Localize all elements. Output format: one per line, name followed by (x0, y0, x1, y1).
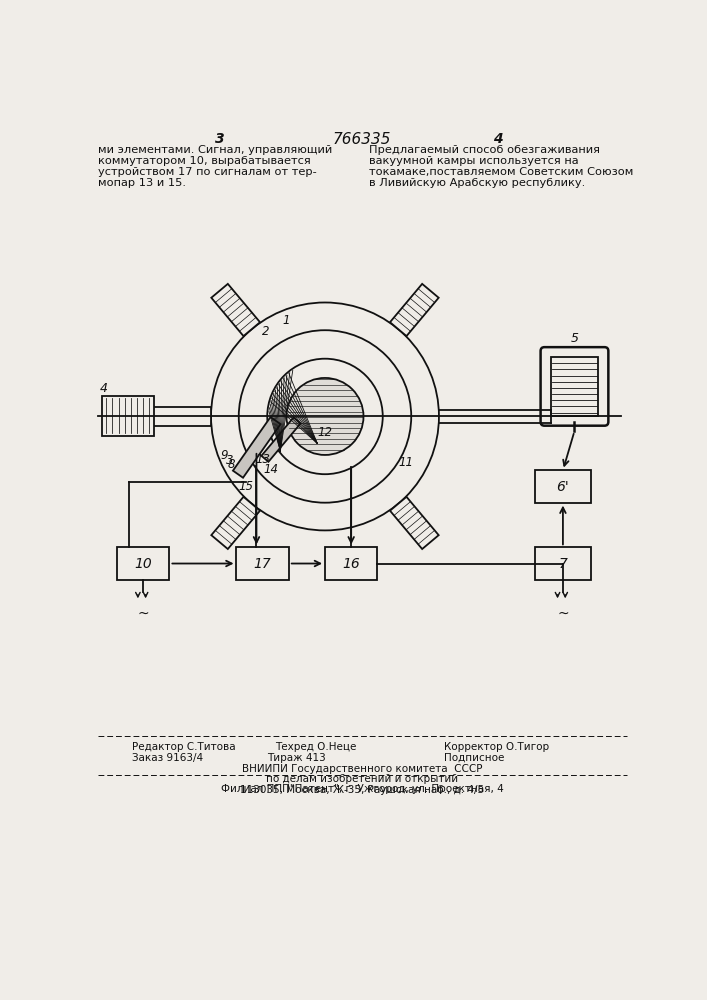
Text: 15: 15 (238, 480, 253, 493)
Text: 17: 17 (254, 557, 271, 571)
Polygon shape (233, 417, 281, 478)
Text: Редактор С.Титова: Редактор С.Титова (132, 742, 236, 752)
Bar (236, 547, 288, 580)
Text: 5: 5 (571, 332, 578, 345)
Text: вакуумной камры используется на: вакуумной камры используется на (369, 156, 578, 166)
Text: 7: 7 (559, 557, 567, 571)
Text: 12: 12 (317, 426, 332, 439)
Bar (117, 547, 170, 580)
Circle shape (286, 378, 363, 455)
Text: 14: 14 (264, 463, 279, 476)
Text: ~: ~ (557, 607, 568, 621)
Text: 1: 1 (283, 314, 290, 327)
Bar (535, 547, 590, 580)
Text: 113035, Москва, Ж-35, Раушская наб., д. 4/5: 113035, Москва, Ж-35, Раушская наб., д. … (240, 785, 484, 795)
Text: 9: 9 (221, 449, 228, 462)
Text: 4: 4 (493, 132, 503, 146)
Text: Подписное: Подписное (444, 753, 505, 763)
Text: 11: 11 (398, 456, 413, 470)
Text: 3: 3 (215, 132, 224, 146)
Text: ми элементами. Сигнал, управляющий: ми элементами. Сигнал, управляющий (98, 145, 332, 155)
FancyBboxPatch shape (541, 347, 608, 426)
Text: Заказ 9163/4: Заказ 9163/4 (132, 753, 204, 763)
Text: 3: 3 (226, 454, 234, 467)
Bar (551, 357, 598, 416)
Polygon shape (262, 417, 300, 462)
Text: 13: 13 (256, 453, 271, 466)
Text: Филиал ППП"Патент", г. Ужгород, ул. Проектная, 4: Филиал ППП"Патент", г. Ужгород, ул. Прое… (221, 784, 503, 794)
Text: по делам изобретений и открытий: по делам изобретений и открытий (266, 774, 458, 784)
Polygon shape (153, 407, 211, 426)
Bar (325, 547, 378, 580)
Text: 2: 2 (262, 325, 269, 338)
Text: ~: ~ (137, 607, 149, 621)
Text: в Ливийскую Арабскую республику.: в Ливийскую Арабскую республику. (369, 178, 585, 188)
Text: Тираж 413: Тираж 413 (267, 753, 326, 763)
Text: Техред О.Неце: Техред О.Неце (275, 742, 356, 752)
Polygon shape (390, 497, 438, 549)
Polygon shape (211, 284, 260, 336)
Bar (535, 470, 590, 503)
Text: мопар 13 и 15.: мопар 13 и 15. (98, 178, 186, 188)
Polygon shape (211, 497, 260, 549)
Text: коммутатором 10, вырабатывается: коммутатором 10, вырабатывается (98, 156, 310, 166)
Text: 766335: 766335 (333, 132, 391, 147)
Text: 4: 4 (100, 382, 107, 395)
Bar (102, 396, 154, 436)
Text: 8: 8 (228, 458, 235, 471)
Text: 10: 10 (134, 557, 152, 571)
Text: ВНИИПИ Государственного комитета  СССР: ВНИИПИ Государственного комитета СССР (242, 764, 482, 774)
Text: устройством 17 по сигналам от тер-: устройством 17 по сигналам от тер- (98, 167, 317, 177)
Text: 6': 6' (556, 480, 569, 494)
Text: 16: 16 (342, 557, 360, 571)
Text: токамаке,поставляемом Советским Союзом: токамаке,поставляемом Советским Союзом (369, 167, 633, 177)
Text: Предлагаемый способ обезгаживания: Предлагаемый способ обезгаживания (369, 145, 600, 155)
Text: Корректор О.Тигор: Корректор О.Тигор (444, 742, 549, 752)
Polygon shape (390, 284, 438, 336)
